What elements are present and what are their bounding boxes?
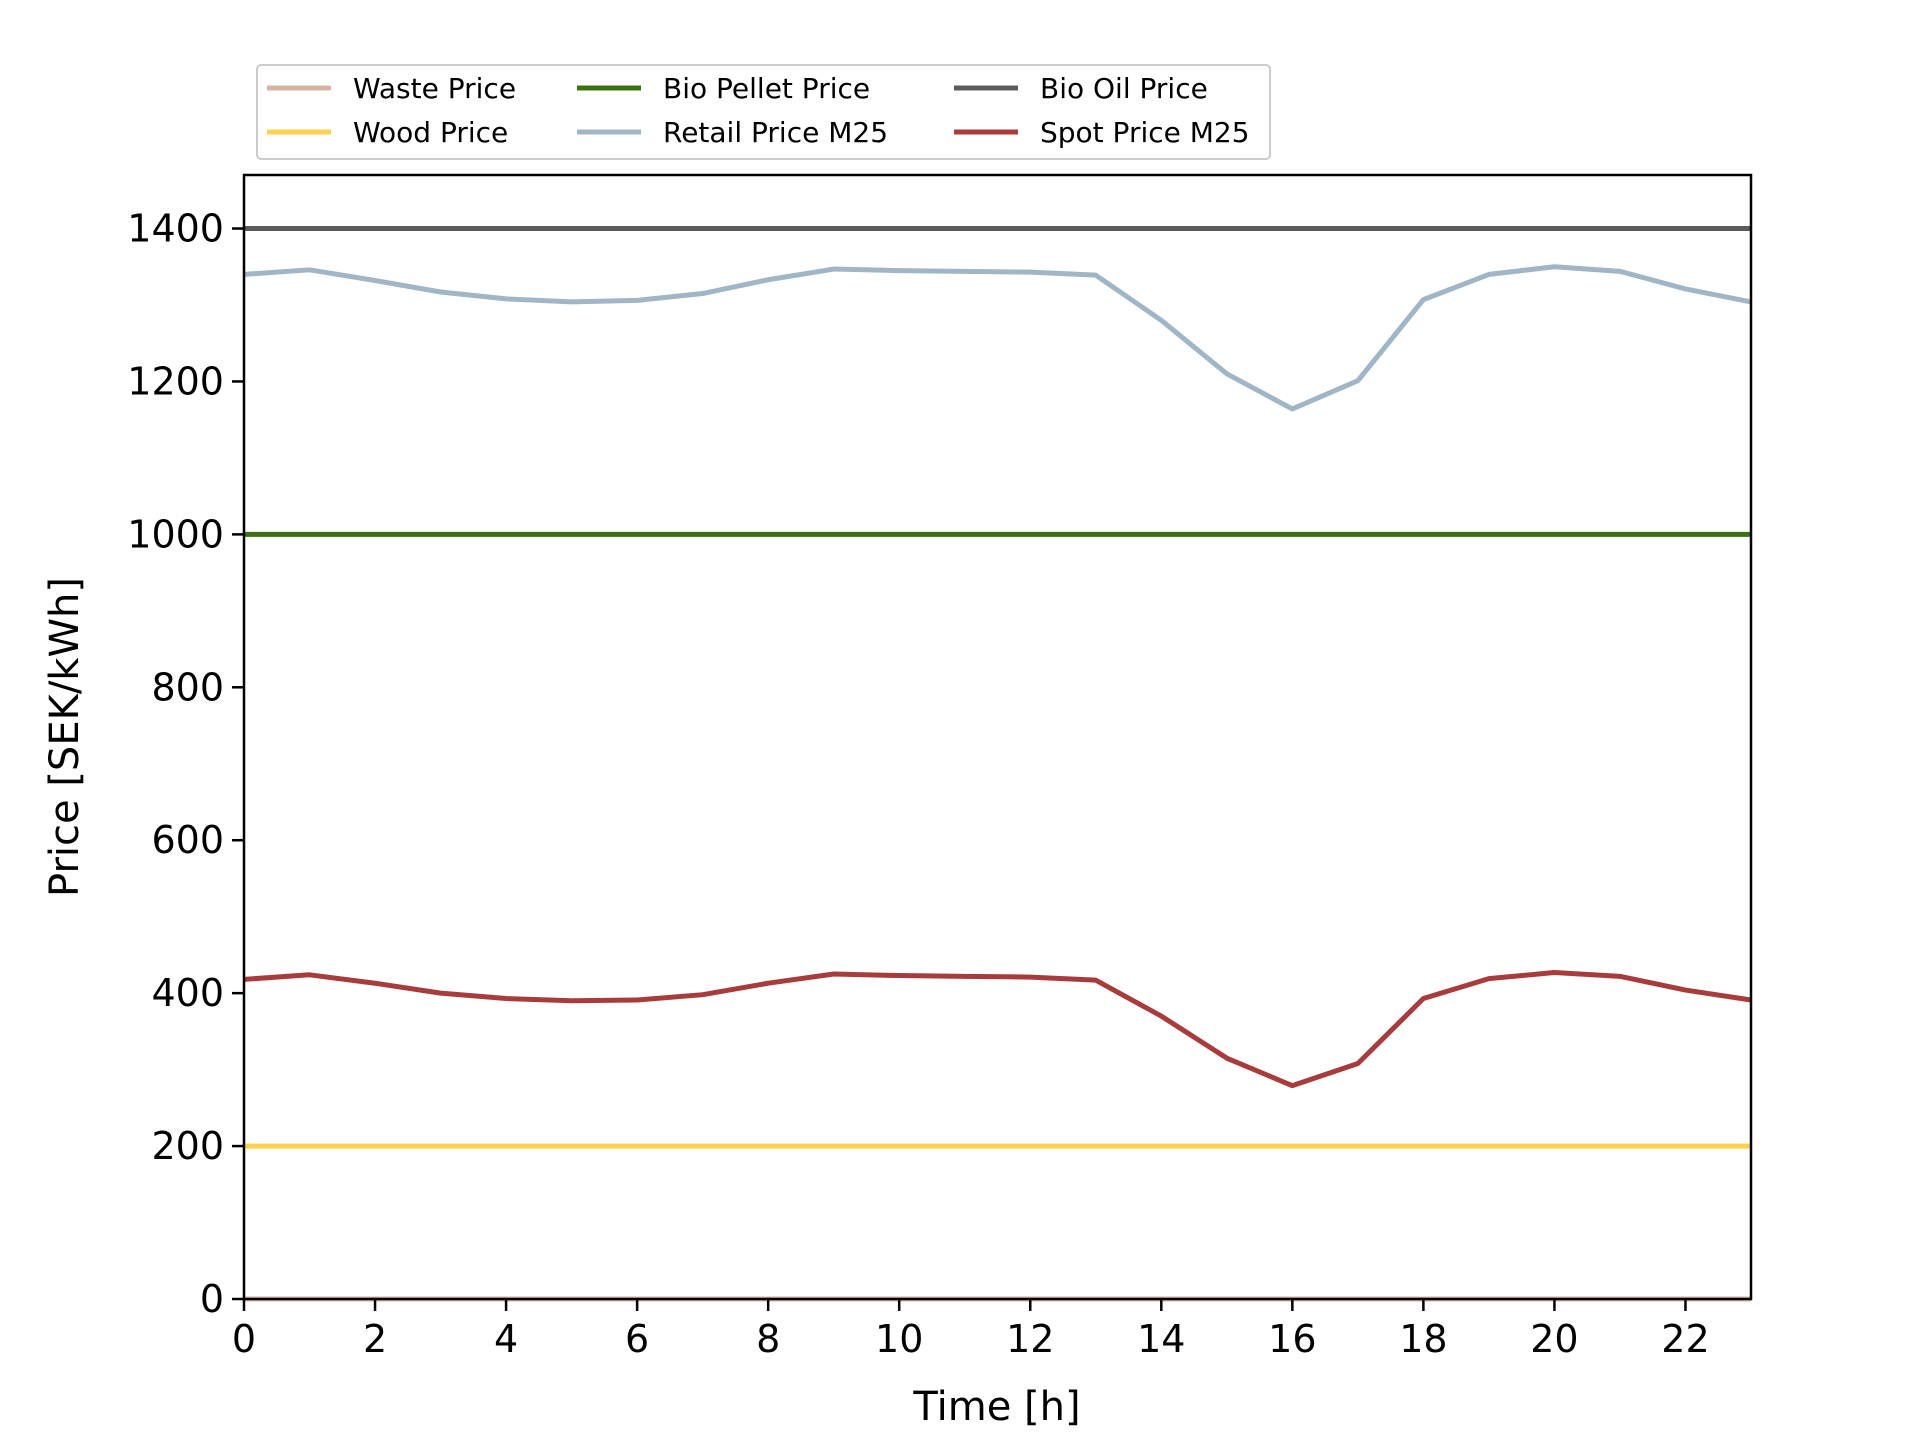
series-layer	[243, 226, 1752, 1302]
legend-entry-retail-price-m25: Retail Price M25	[577, 116, 888, 149]
legend-label: Waste Price	[353, 72, 516, 105]
series-line-retail-price-m25	[243, 264, 1752, 412]
x-tick-label: 12	[1006, 1317, 1054, 1361]
x-tick-label: 14	[1137, 1317, 1185, 1361]
legend-entry-bio-pellet-price: Bio Pellet Price	[577, 72, 870, 105]
x-tick-label: 0	[232, 1317, 256, 1361]
x-tick-label: 16	[1268, 1317, 1316, 1361]
x-tick-label: 6	[625, 1317, 649, 1361]
y-tick-label: 0	[200, 1277, 224, 1321]
x-tick-label: 18	[1399, 1317, 1447, 1361]
plot-frame	[242, 173, 1753, 1301]
series-line-spot-price-m25	[243, 970, 1752, 1089]
y-tick-label: 400	[151, 971, 224, 1015]
y-tick-label: 1200	[127, 359, 224, 403]
x-axis: 0 2 4 6 8 10 12 14 16 18 20 22	[232, 1299, 1710, 1361]
y-tick-label: 600	[151, 818, 224, 862]
x-tick-label: 4	[494, 1317, 518, 1361]
x-tick-label: 20	[1530, 1317, 1578, 1361]
y-tick-label: 200	[151, 1124, 224, 1168]
y-axis-title: Price [SEK/kWh]	[42, 577, 88, 897]
legend-label: Bio Oil Price	[1040, 72, 1208, 105]
legend-entry-wood-price: Wood Price	[267, 116, 508, 149]
x-axis-title: Time [h]	[912, 1384, 1080, 1430]
legend-label: Retail Price M25	[663, 116, 888, 149]
legend-label: Wood Price	[353, 116, 508, 149]
y-axis: 0 200 400 600 800 1000 1200 1400	[127, 207, 244, 1321]
legend-entry-bio-oil-price: Bio Oil Price	[954, 72, 1208, 105]
x-tick-label: 8	[756, 1317, 780, 1361]
legend: Waste Price Wood Price Bio Pellet Price Ret…	[256, 64, 1271, 160]
legend-label: Spot Price M25	[1040, 116, 1250, 149]
x-tick-label: 22	[1661, 1317, 1709, 1361]
x-tick-label: 2	[363, 1317, 387, 1361]
y-tick-label: 1400	[127, 207, 224, 251]
legend-entries: Waste Price Wood Price Bio Pellet Price Ret…	[267, 72, 1250, 149]
y-tick-label: 1000	[127, 512, 224, 556]
x-tick-label: 10	[875, 1317, 923, 1361]
legend-entry-waste-price: Waste Price	[267, 72, 516, 105]
legend-label: Bio Pellet Price	[663, 72, 870, 105]
legend-entry-spot-price-m25: Spot Price M25	[954, 116, 1250, 149]
y-tick-label: 800	[151, 665, 224, 709]
